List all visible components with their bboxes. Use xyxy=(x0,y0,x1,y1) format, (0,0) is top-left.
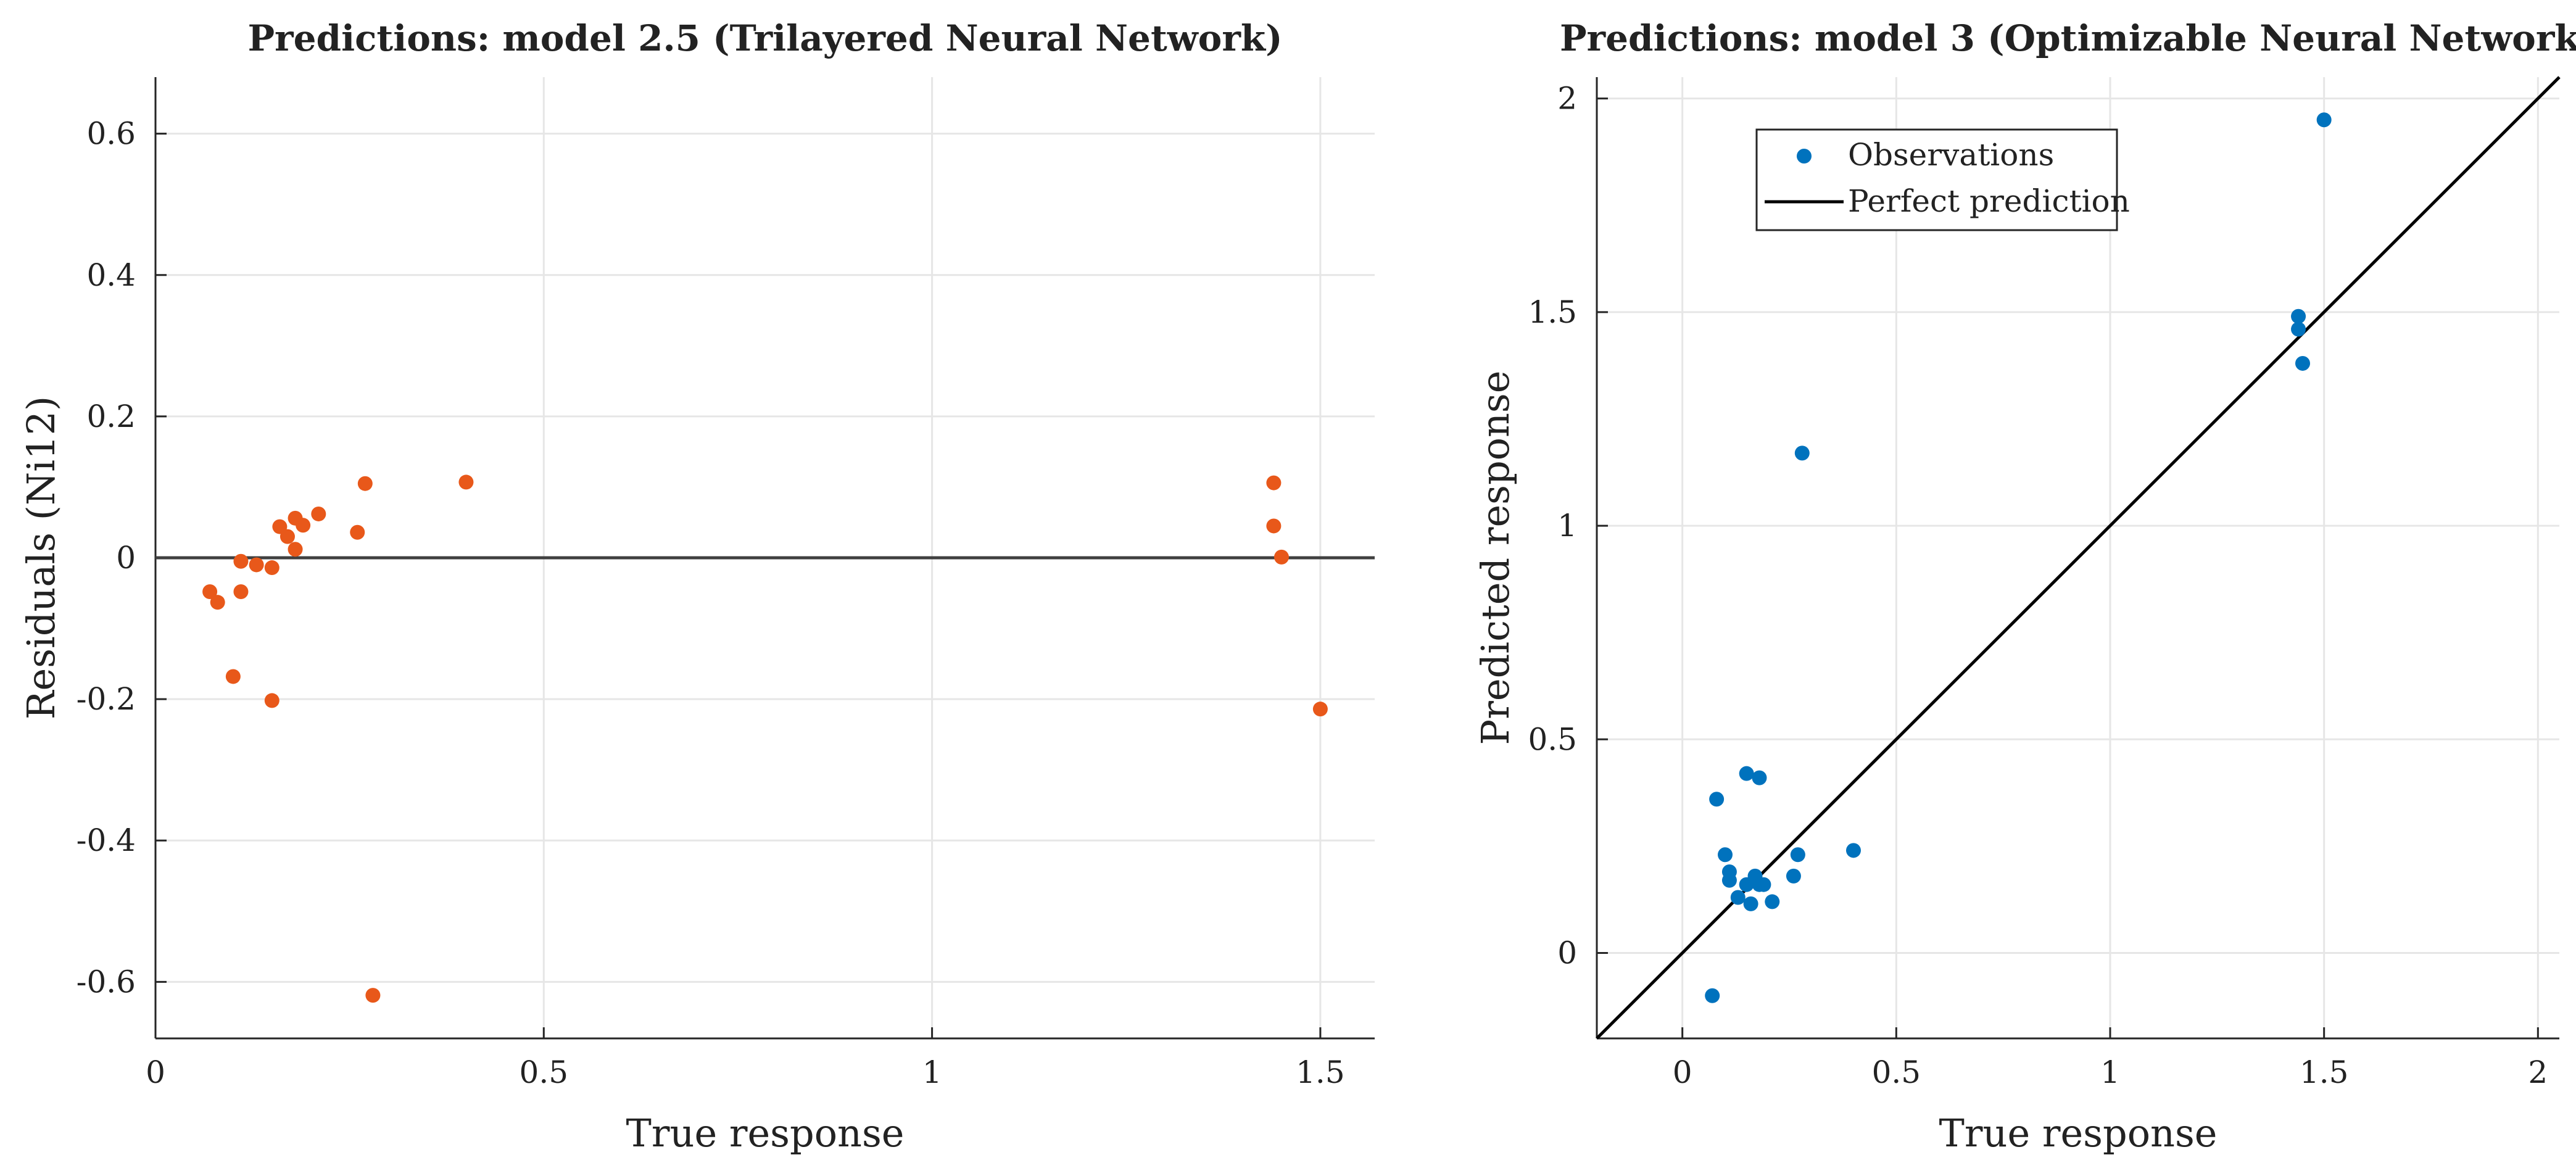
observation-point xyxy=(1730,890,1746,905)
predictions-x-tick-label: 1 xyxy=(2100,1054,2120,1090)
predictions-x-axis-label: True response xyxy=(1939,1111,2218,1156)
residual-point xyxy=(280,529,295,544)
predictions-y-tick-label: 1 xyxy=(1557,508,1577,544)
observation-point xyxy=(1743,896,1758,911)
residuals-y-tick-label: -0.2 xyxy=(77,681,136,717)
residual-points xyxy=(202,474,1328,1003)
residual-point xyxy=(202,584,218,599)
residual-point xyxy=(225,669,241,684)
predictions-y-axis-label: Predicted response xyxy=(1473,371,1518,745)
legend: Observations Perfect prediction xyxy=(1755,128,2130,231)
residuals-y-tick-label: -0.6 xyxy=(77,964,136,1000)
predictions-grid xyxy=(1597,77,2559,1038)
residuals-y-tick-label: 0.2 xyxy=(86,399,136,434)
predictions-x-tick-label: 0 xyxy=(1673,1054,1692,1090)
residual-point xyxy=(296,518,311,533)
observation-point xyxy=(2291,308,2306,324)
observation-point xyxy=(1794,445,1810,461)
predictions-y-tick-label: 0.5 xyxy=(1528,721,1577,757)
residuals-y-tick-label: 0.4 xyxy=(86,257,136,293)
residual-point xyxy=(210,595,225,610)
residuals-chart: Predictions: model 2.5 (Trilayered Neura… xyxy=(19,17,1375,1156)
residual-point xyxy=(357,476,373,491)
residuals-x-tick-label: 0 xyxy=(146,1054,165,1090)
residuals-chart-title: Predictions: model 2.5 (Trilayered Neura… xyxy=(247,17,1282,59)
observation-point xyxy=(1721,872,1737,888)
residuals-y-axis-label: Residuals (Ni12) xyxy=(19,396,64,719)
residuals-ticks: 0 0.5 1 1.5 -0.6 -0.4 -0.2 0 0.2 0.4 0.6 xyxy=(77,116,1345,1090)
predictions-x-tick-label: 0.5 xyxy=(1872,1054,1921,1090)
residual-point xyxy=(233,584,249,599)
residuals-y-tick-label: 0.6 xyxy=(86,116,136,152)
residual-point xyxy=(365,988,381,1003)
residual-point xyxy=(1274,549,1289,565)
observation-point xyxy=(1756,877,1771,892)
residual-point xyxy=(249,557,264,573)
predictions-chart: Predictions: model 3 (Optimizable Neural… xyxy=(1473,17,2576,1156)
legend-observations-label: Observations xyxy=(1848,137,2054,173)
observation-point xyxy=(1739,766,1754,781)
observation-point xyxy=(2291,321,2306,337)
predictions-x-tick-label: 2 xyxy=(2528,1054,2548,1090)
residual-point xyxy=(458,474,474,490)
legend-box xyxy=(1755,128,2118,231)
observation-point xyxy=(1752,770,1767,785)
residuals-grid xyxy=(154,77,1375,1038)
residual-point xyxy=(1266,475,1282,491)
observation-point xyxy=(1705,988,1720,1003)
legend-observations-marker xyxy=(1797,149,1812,164)
observation-point xyxy=(1786,868,1801,884)
residual-point xyxy=(350,524,365,540)
legend-perfect-prediction-label: Perfect prediction xyxy=(1848,183,2130,219)
observation-point xyxy=(1718,847,1733,863)
observation-points xyxy=(1705,112,2332,1003)
residuals-x-tick-label: 0.5 xyxy=(520,1054,569,1090)
residuals-x-tick-label: 1.5 xyxy=(1296,1054,1345,1090)
residual-point xyxy=(264,693,280,708)
residual-point xyxy=(272,519,288,534)
observation-point xyxy=(2316,112,2332,128)
predictions-y-tick-label: 1.5 xyxy=(1528,294,1577,330)
residual-point xyxy=(1266,518,1282,534)
residual-point xyxy=(1312,702,1328,717)
predictions-x-tick-label: 1.5 xyxy=(2300,1054,2349,1090)
observation-point xyxy=(2295,355,2310,371)
predictions-ticks: 0 0.5 1 1.5 2 0 0.5 1 1.5 2 xyxy=(1528,81,2548,1090)
observation-point xyxy=(1846,843,1861,858)
residual-point xyxy=(288,542,303,557)
residual-point xyxy=(233,553,249,569)
predictions-chart-title: Predictions: model 3 (Optimizable Neural… xyxy=(1560,17,2576,59)
residuals-y-tick-label: 0 xyxy=(116,540,136,576)
predictions-y-tick-label: 0 xyxy=(1557,935,1577,971)
residuals-x-axis-label: True response xyxy=(626,1111,905,1156)
observation-point xyxy=(1765,894,1780,909)
observation-point xyxy=(1709,792,1725,807)
residuals-x-tick-label: 1 xyxy=(922,1054,942,1090)
residual-point xyxy=(264,560,280,576)
observation-point xyxy=(1790,847,1805,863)
predictions-y-tick-label: 2 xyxy=(1557,81,1577,117)
residual-point xyxy=(311,506,326,521)
residuals-y-tick-label: -0.4 xyxy=(77,822,136,858)
